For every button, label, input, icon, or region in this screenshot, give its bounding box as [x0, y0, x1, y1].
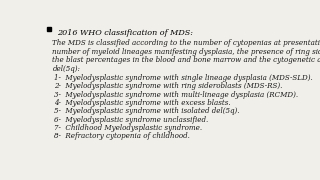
Text: The MDS is classified according to the number of cytopenias at presentation, the: The MDS is classified according to the n…: [52, 39, 320, 47]
Text: 7-  Childhood Myelodysplastic syndrome.: 7- Childhood Myelodysplastic syndrome.: [54, 124, 202, 132]
Text: 1-  Myelodysplastic syndrome with single lineage dysplasia (MDS-SLD).: 1- Myelodysplastic syndrome with single …: [54, 74, 312, 82]
Text: number of myeloid lineages manifesting dysplasia, the presence of ring siderobla: number of myeloid lineages manifesting d…: [52, 48, 320, 56]
Text: the blast percentages in the blood and bone marrow and the cytogenetic abnormali: the blast percentages in the blood and b…: [52, 56, 320, 64]
Text: 5-  Myelodysplastic syndrome with isolated del(5q).: 5- Myelodysplastic syndrome with isolate…: [54, 107, 239, 115]
Text: 2-  Myelodysplastic syndrome with ring sideroblasts (MDS-RS).: 2- Myelodysplastic syndrome with ring si…: [54, 82, 282, 90]
Text: 6-  Myelodysplastic syndrome unclassified.: 6- Myelodysplastic syndrome unclassified…: [54, 116, 208, 124]
Text: 4-  Myelodysplastic syndrome with excess blasts.: 4- Myelodysplastic syndrome with excess …: [54, 99, 230, 107]
Text: del(5q):: del(5q):: [52, 65, 80, 73]
Text: 8-  Refractory cytopenia of childhood.: 8- Refractory cytopenia of childhood.: [54, 132, 189, 140]
Text: 3-  Myelodysplastic syndrome with multi-lineage dysplasia (RCMD).: 3- Myelodysplastic syndrome with multi-l…: [54, 91, 298, 99]
Text: 2016 WHO classification of MDS:: 2016 WHO classification of MDS:: [57, 28, 193, 37]
